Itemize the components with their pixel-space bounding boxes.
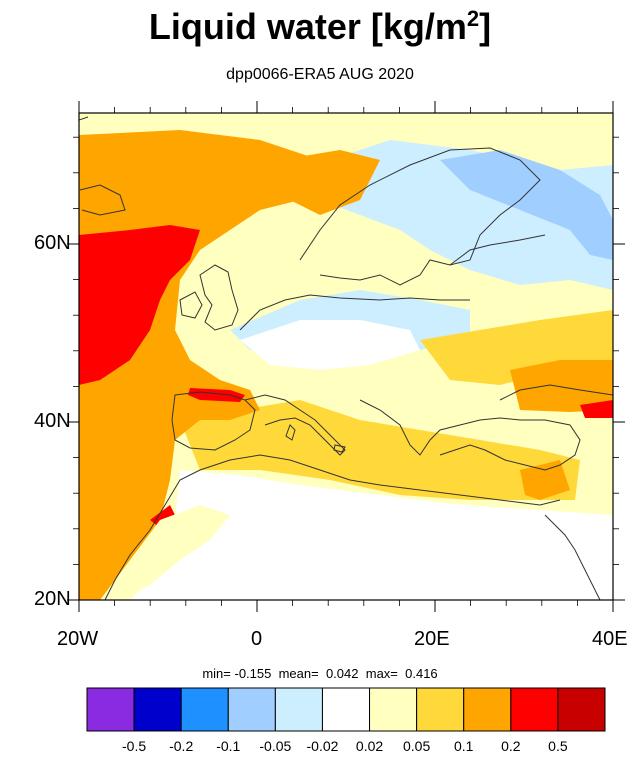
colorbar-label: 0.2: [501, 738, 521, 754]
coast-scandinavia: [299, 147, 541, 286]
colorbar-box: [86, 687, 135, 732]
coast-baltic-finland: [449, 234, 546, 266]
coast-greenland: [79, 184, 126, 216]
colorbar-label: 0.02: [355, 738, 384, 754]
coast-ireland: [179, 291, 203, 319]
field-pale-yellow-sahara: [100, 505, 230, 600]
field-orange-levant: [520, 460, 570, 500]
map-subtitle: dpp0066-ERA5 AUG 2020: [226, 66, 414, 83]
colorbar-label: -0.2: [169, 738, 194, 754]
colorbar-label: 0.5: [548, 738, 568, 754]
coast-africa-west: [104, 529, 151, 600]
minor-ticks: [73, 107, 619, 606]
title-text: Liquid water [kg/m: [148, 6, 467, 47]
field-red-black-sea: [580, 400, 613, 418]
field-red-biscay: [188, 388, 245, 402]
coast-north-africa: [149, 454, 561, 531]
map-frame: [78, 112, 614, 601]
coast-britain: [199, 264, 239, 331]
field-white-sahara: [140, 470, 613, 600]
stat-max-label: max=: [365, 666, 398, 681]
stat-min-label: min=: [202, 666, 231, 681]
colorbar-box: [416, 687, 465, 732]
colorbar-label: -0.1: [216, 738, 241, 754]
colorbar-label: -0.05: [259, 738, 292, 754]
title-end: ]: [479, 6, 492, 47]
coast-black-sea: [499, 384, 613, 401]
coast-iberia: [171, 391, 256, 451]
coast-france-italy: [244, 394, 346, 456]
coast-europe-north: [239, 294, 470, 331]
field-yellow-south: [180, 400, 580, 500]
colorbar-box: [321, 687, 371, 732]
map-title: Liquid water [kg/m2]: [0, 6, 640, 48]
stat-min-value: -0.155: [234, 666, 272, 681]
lat-label-20n: 20N: [34, 588, 71, 610]
field-red-morocco: [150, 505, 175, 528]
title-superscript: 2: [466, 6, 480, 31]
stat-mean-label: mean=: [278, 666, 319, 681]
colorbar-label: -0.02: [306, 738, 339, 754]
field-orange-east: [510, 360, 613, 412]
coast-iceland: [79, 116, 89, 121]
colorbar-box: [180, 687, 229, 732]
field-layer: [79, 113, 613, 600]
lon-label-0: 0: [251, 628, 263, 650]
field-orange-norwegian-sea: [280, 150, 380, 215]
lat-label-40n: 40N: [34, 410, 71, 432]
colorbar-box: [463, 687, 512, 732]
lon-label-40e: 40E: [592, 628, 628, 650]
stat-max-value: 0.416: [405, 666, 438, 681]
colorbar-label: 0.05: [403, 738, 431, 754]
colorbar-label: -0.5: [122, 738, 147, 754]
colorbar-box: [227, 687, 276, 732]
coastlines: [79, 116, 613, 600]
lon-label-20e: 20E: [414, 628, 450, 650]
field-blue-patch-arctic: [440, 150, 613, 260]
colorbar-box: [510, 687, 559, 732]
coast-red-sea: [544, 514, 601, 600]
lon-label-20w: 20W: [57, 628, 99, 650]
lat-label-60n: 60N: [34, 232, 71, 254]
stats-line: min= -0.155 mean= 0.042 max= 0.416: [0, 666, 640, 681]
colorbar-box: [274, 687, 323, 732]
colorbar-box: [557, 687, 606, 732]
coast-balkans-greece: [359, 399, 581, 471]
coast-sicily-sardinia: [285, 424, 346, 453]
colorbar-label: 0.1: [453, 738, 474, 754]
colorbar-box: [133, 687, 182, 732]
colorbar-box: [369, 687, 418, 732]
stat-mean-value: 0.042: [325, 666, 359, 681]
field-red-atlantic: [79, 225, 200, 385]
field-white-central: [240, 320, 420, 370]
